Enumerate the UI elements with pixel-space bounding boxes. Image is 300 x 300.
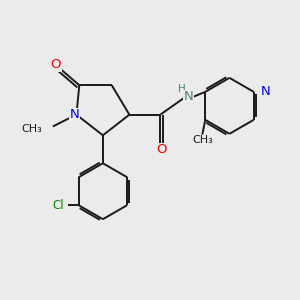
Text: O: O <box>157 143 167 157</box>
Text: H: H <box>178 84 186 94</box>
Text: O: O <box>50 58 61 71</box>
Text: N: N <box>261 85 271 98</box>
Text: Cl: Cl <box>52 199 64 212</box>
Text: CH₃: CH₃ <box>192 135 213 146</box>
Text: CH₃: CH₃ <box>22 124 43 134</box>
Text: N: N <box>70 108 80 121</box>
Text: N: N <box>184 91 194 103</box>
